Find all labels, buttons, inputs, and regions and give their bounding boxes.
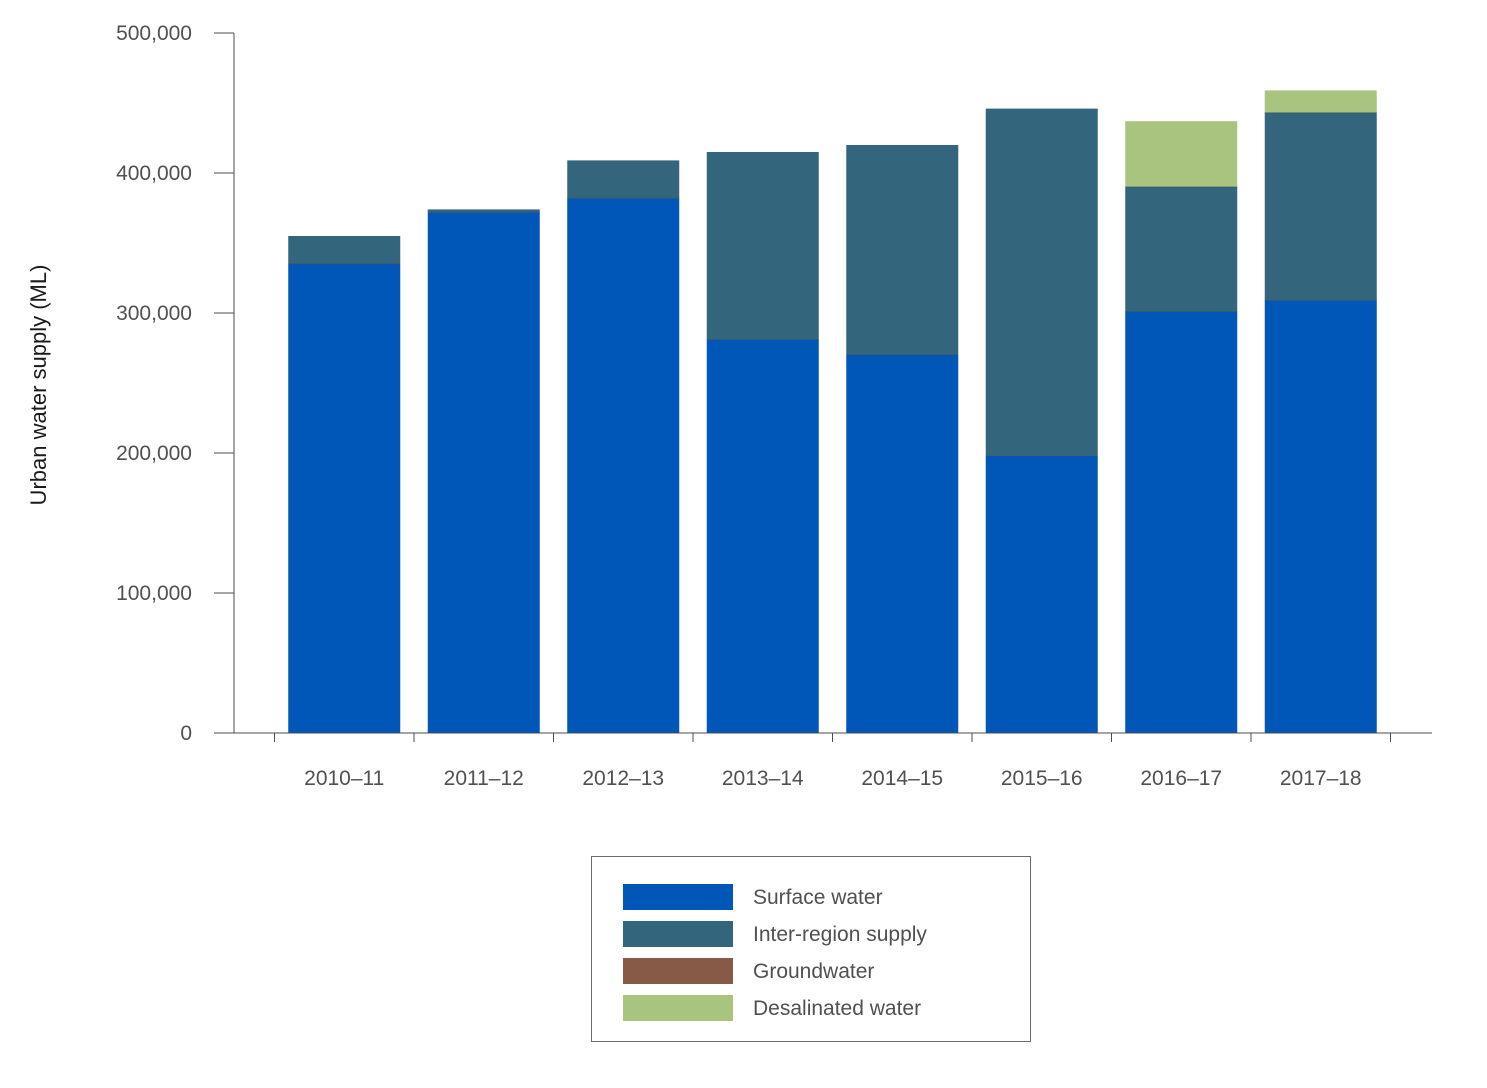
- legend-swatch: [623, 921, 733, 947]
- bar-segment-inter-region-supply: [706, 152, 819, 340]
- bar-segment-surface-water: [706, 339, 819, 733]
- y-axis-title: Urban water supply (ML): [26, 265, 51, 506]
- x-tick-label: 2015–16: [1001, 767, 1083, 790]
- x-tick-label: 2014–15: [861, 767, 943, 790]
- bar-segment-inter-region-supply: [427, 209, 540, 213]
- legend-label: Desalinated water: [753, 997, 921, 1020]
- x-tick-label: 2016–17: [1140, 767, 1222, 790]
- x-tick-label: 2017–18: [1280, 767, 1362, 790]
- bar-segment-desalinated-water: [1264, 90, 1377, 113]
- y-tick-label: 400,000: [116, 162, 192, 185]
- bar-segment-inter-region-supply: [846, 145, 959, 355]
- x-tick-label: 2012–13: [582, 767, 664, 790]
- y-tick-label: 100,000: [116, 582, 192, 605]
- bar-segment-desalinated-water: [1125, 121, 1238, 187]
- bar-segment-surface-water: [985, 455, 1098, 733]
- bars: [288, 90, 1377, 733]
- legend: Surface water Inter-region supply Groundwa…: [591, 856, 1031, 1042]
- bar-segment-surface-water: [427, 212, 540, 733]
- bar-segment-inter-region-supply: [1264, 112, 1377, 301]
- x-tick-label: 2010–11: [304, 767, 384, 790]
- y-axis: 0 100,000 200,000 300,000 400,000 500,000: [116, 22, 235, 745]
- legend-swatch: [623, 884, 733, 910]
- bar-segment-surface-water: [846, 355, 959, 733]
- bar-segment-surface-water: [567, 198, 680, 733]
- legend-swatch: [623, 958, 733, 984]
- y-axis-title-group: Urban water supply (ML): [26, 265, 51, 506]
- y-tick-label: 200,000: [116, 442, 192, 465]
- y-tick-label: 0: [180, 722, 192, 745]
- bar-segment-inter-region-supply: [1125, 187, 1238, 312]
- bar-segment-inter-region-supply: [567, 160, 680, 199]
- x-tick-label: 2011–12: [444, 767, 524, 790]
- legend-swatch: [623, 995, 733, 1021]
- bar-segment-surface-water: [1125, 311, 1238, 733]
- bar-segment-inter-region-supply: [985, 108, 1098, 456]
- bar-segment-inter-region-supply: [288, 236, 401, 264]
- legend-label: Groundwater: [753, 960, 874, 983]
- legend-label: Surface water: [753, 886, 883, 909]
- x-axis: 2010–11 2011–12 2012–13 2013–14 2014–15 2015–…: [214, 732, 1432, 790]
- y-tick-label: 300,000: [116, 302, 192, 325]
- legend-label: Inter-region supply: [753, 923, 927, 946]
- bar-segment-surface-water: [1264, 300, 1377, 733]
- y-tick-label: 500,000: [116, 22, 192, 45]
- x-tick-label: 2013–14: [722, 767, 804, 790]
- bar-segment-surface-water: [288, 264, 401, 733]
